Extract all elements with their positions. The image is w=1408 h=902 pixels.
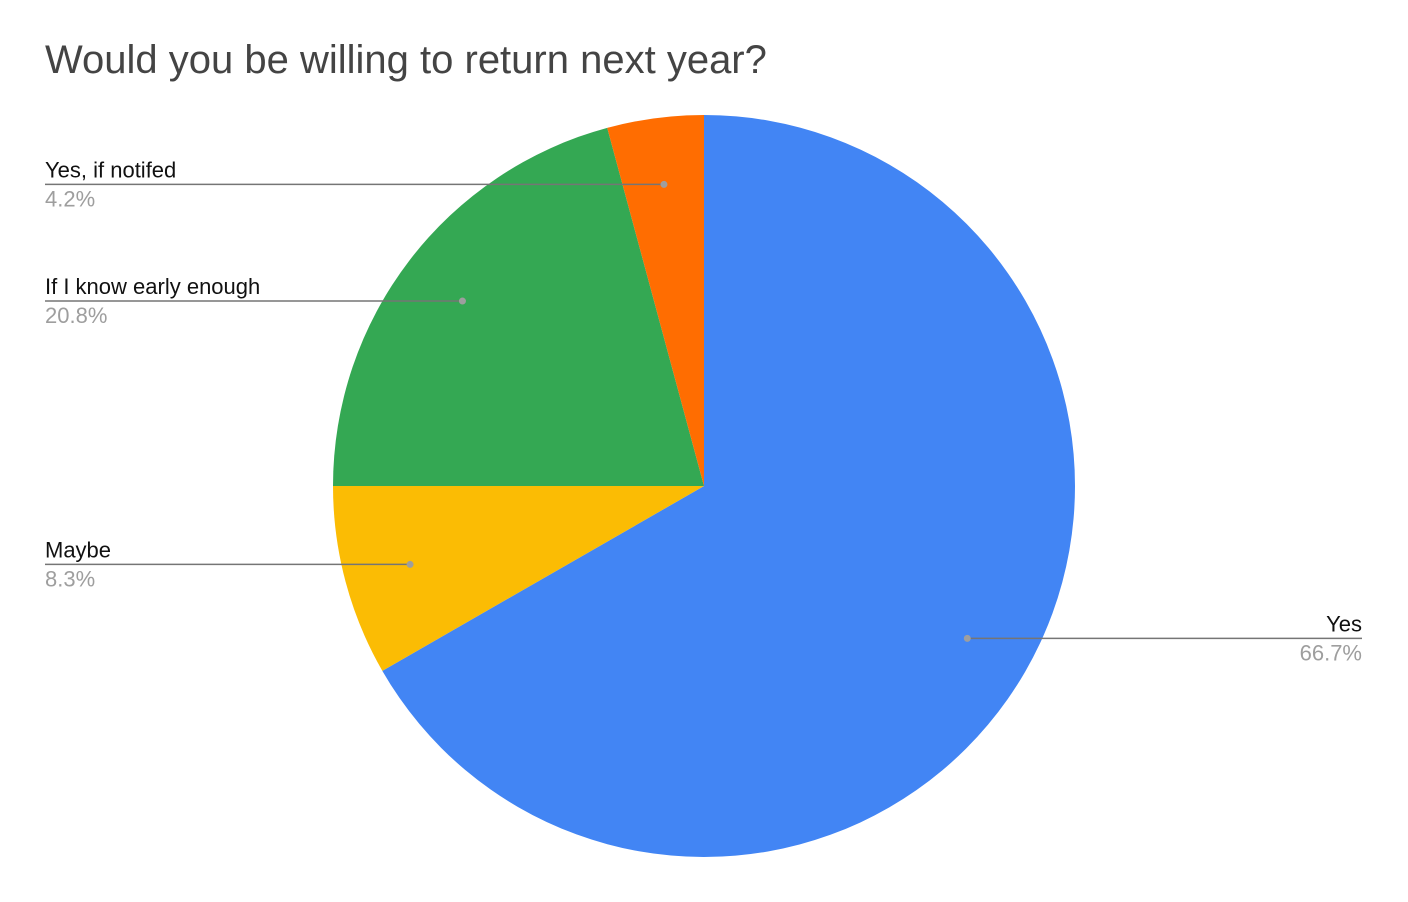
slice-percent-yes: 66.7% [1300, 640, 1362, 665]
slice-label-if-i-know-early-enough: If I know early enough [45, 274, 260, 299]
slice-percent-if-i-know-early-enough: 20.8% [45, 303, 107, 328]
pie-slice-if-i-know-early-enough[interactable] [333, 127, 704, 486]
leader-dot-if-i-know-early-enough [458, 297, 466, 305]
slice-label-maybe: Maybe [45, 537, 111, 562]
slice-percent-maybe: 8.3% [45, 566, 95, 591]
pie-slice-yes[interactable] [382, 115, 1075, 858]
slice-label-yes-if-notifed: Yes, if notifed [45, 157, 176, 182]
leader-dot-maybe [406, 560, 414, 568]
leader-dot-yes-if-notifed [660, 180, 668, 188]
pie-slice-yes-if-notifed[interactable] [607, 115, 704, 486]
leader-dot-yes [963, 634, 971, 642]
chart-title: Would you be willing to return next year… [45, 38, 767, 82]
slice-label-yes: Yes [1326, 611, 1362, 636]
slice-percent-yes-if-notifed: 4.2% [45, 186, 95, 211]
pie-slice-maybe[interactable] [333, 486, 704, 671]
